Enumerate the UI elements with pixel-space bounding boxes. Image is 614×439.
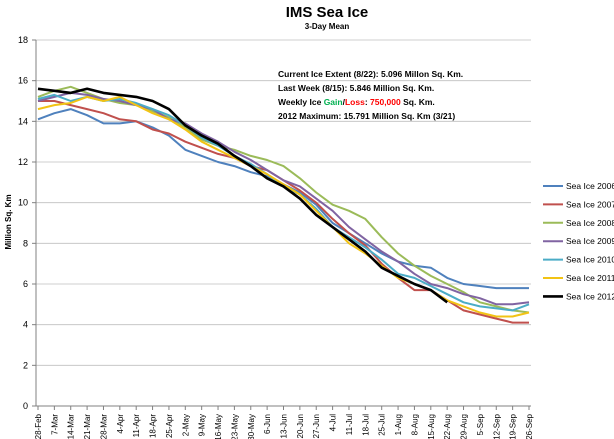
legend-label: Sea Ice 2006 — [566, 181, 614, 191]
legend-label: Sea Ice 2012 — [566, 291, 614, 301]
y-tick-label: 14 — [18, 116, 28, 126]
annotation-weekly-value: 750,000 — [370, 97, 401, 107]
x-tick-label: 22-Aug — [443, 414, 452, 439]
x-tick-label: 12-Sep — [492, 413, 501, 439]
series-line-sea-ice-2009 — [37, 91, 530, 306]
x-tick-label: 30-May — [247, 414, 256, 439]
annotation-weekly-change: Weekly Ice Gain/Loss: 750,000 Sq. Km. — [278, 97, 435, 107]
annotation-weekly-part: / — [343, 97, 346, 107]
annotation-weekly-loss: Loss — [345, 97, 365, 107]
y-tick-label: 12 — [18, 157, 28, 167]
legend-label: Sea Ice 2010 — [566, 255, 614, 265]
series-line-sea-ice-2008 — [37, 85, 530, 314]
series-line-sea-ice-2006 — [37, 108, 529, 290]
x-tick-label: 9-May — [198, 414, 207, 436]
x-tick-label: 18-Jul — [361, 414, 370, 436]
x-tick-label: 6-Jun — [263, 414, 272, 434]
x-tick-label: 14-Mar — [67, 414, 76, 439]
x-tick-label: 15-Aug — [427, 414, 436, 439]
x-tick-label: 26-Sep — [525, 413, 534, 439]
series-lines — [37, 85, 530, 324]
x-tick-label: 25-Jul — [378, 414, 387, 436]
y-axis-label: Million Sq. Km — [4, 194, 13, 249]
x-tick-label: 8-Aug — [410, 414, 419, 435]
x-tick-label: 29-Aug — [460, 414, 469, 439]
x-tick-label: 2-May — [181, 414, 190, 436]
y-tick-label: 6 — [23, 279, 28, 289]
x-tick-label: 20-Jun — [296, 414, 305, 438]
annotation-weekly-part: : — [365, 97, 370, 107]
y-tick-label: 0 — [23, 401, 28, 411]
legend-label: Sea Ice 2008 — [566, 218, 614, 228]
annotation-block: Current Ice Extent (8/22): 5.096 Millon … — [278, 69, 463, 121]
y-tick-label: 10 — [18, 198, 28, 208]
x-tick-label: 25-Apr — [165, 414, 174, 438]
series-line-sea-ice-2012 — [37, 87, 448, 304]
annotation-last-week: Last Week (8/15): 5.846 Million Sq. Km. — [278, 83, 434, 93]
y-tick-label: 4 — [23, 320, 28, 330]
gridlines — [32, 39, 531, 407]
y-tick-labels: 0 2 4 6 8 10 12 14 16 18 — [18, 35, 28, 411]
y-tick-label: 18 — [18, 35, 28, 45]
series-line-sea-ice-2011 — [37, 95, 530, 318]
x-tick-label: 23-May — [230, 414, 239, 439]
chart-subtitle: 3-Day Mean — [305, 22, 350, 31]
x-tick-label: 28-Mar — [99, 414, 108, 439]
x-tick-label: 7-Mar — [50, 414, 59, 435]
y-tick-label: 8 — [23, 238, 28, 248]
x-tick-label: 4-Apr — [116, 414, 125, 434]
x-tick-label: 19-Sep — [509, 413, 518, 439]
y-tick-label: 2 — [23, 360, 28, 370]
x-tick-label: 4-Jul — [329, 414, 338, 432]
x-tick-label: 13-Jun — [280, 414, 289, 438]
annotation-2012-maximum: 2012 Maximum: 15.791 Million Sq. Km (3/2… — [278, 111, 455, 121]
legend-label: Sea Ice 2011 — [566, 273, 614, 283]
x-tick-label: 16-May — [214, 414, 223, 439]
legend: Sea Ice 2006 Sea Ice 2007 Sea Ice 2008 Sea … — [543, 181, 614, 301]
x-tick-label: 1-Aug — [394, 414, 403, 435]
y-tick-label: 16 — [18, 76, 28, 86]
x-tick-label: 21-Mar — [83, 414, 92, 439]
x-tick-labels: 28-Feb 7-Mar 14-Mar 21-Mar 28-Mar 4-Apr 11-Apr… — [34, 406, 534, 439]
x-tick-label: 18-Apr — [149, 414, 158, 438]
legend-label: Sea Ice 2009 — [566, 236, 614, 246]
axes — [35, 40, 531, 407]
annotation-weekly-part: Weekly Ice — [278, 97, 324, 107]
x-tick-label: 28-Feb — [34, 413, 43, 439]
x-tick-label: 11-Apr — [132, 414, 141, 438]
x-tick-label: 27-Jun — [312, 414, 321, 438]
chart-title: IMS Sea Ice — [286, 4, 369, 21]
annotation-weekly-gain: Gain — [324, 97, 343, 107]
annotation-weekly-part: Sq. Km. — [401, 97, 435, 107]
x-tick-label: 11-Jul — [345, 414, 354, 435]
legend-label: Sea Ice 2007 — [566, 199, 614, 209]
annotation-current-extent: Current Ice Extent (8/22): 5.096 Millon … — [278, 69, 463, 79]
x-tick-label: 5-Sep — [476, 413, 485, 435]
series-line-sea-ice-2007 — [38, 100, 529, 324]
